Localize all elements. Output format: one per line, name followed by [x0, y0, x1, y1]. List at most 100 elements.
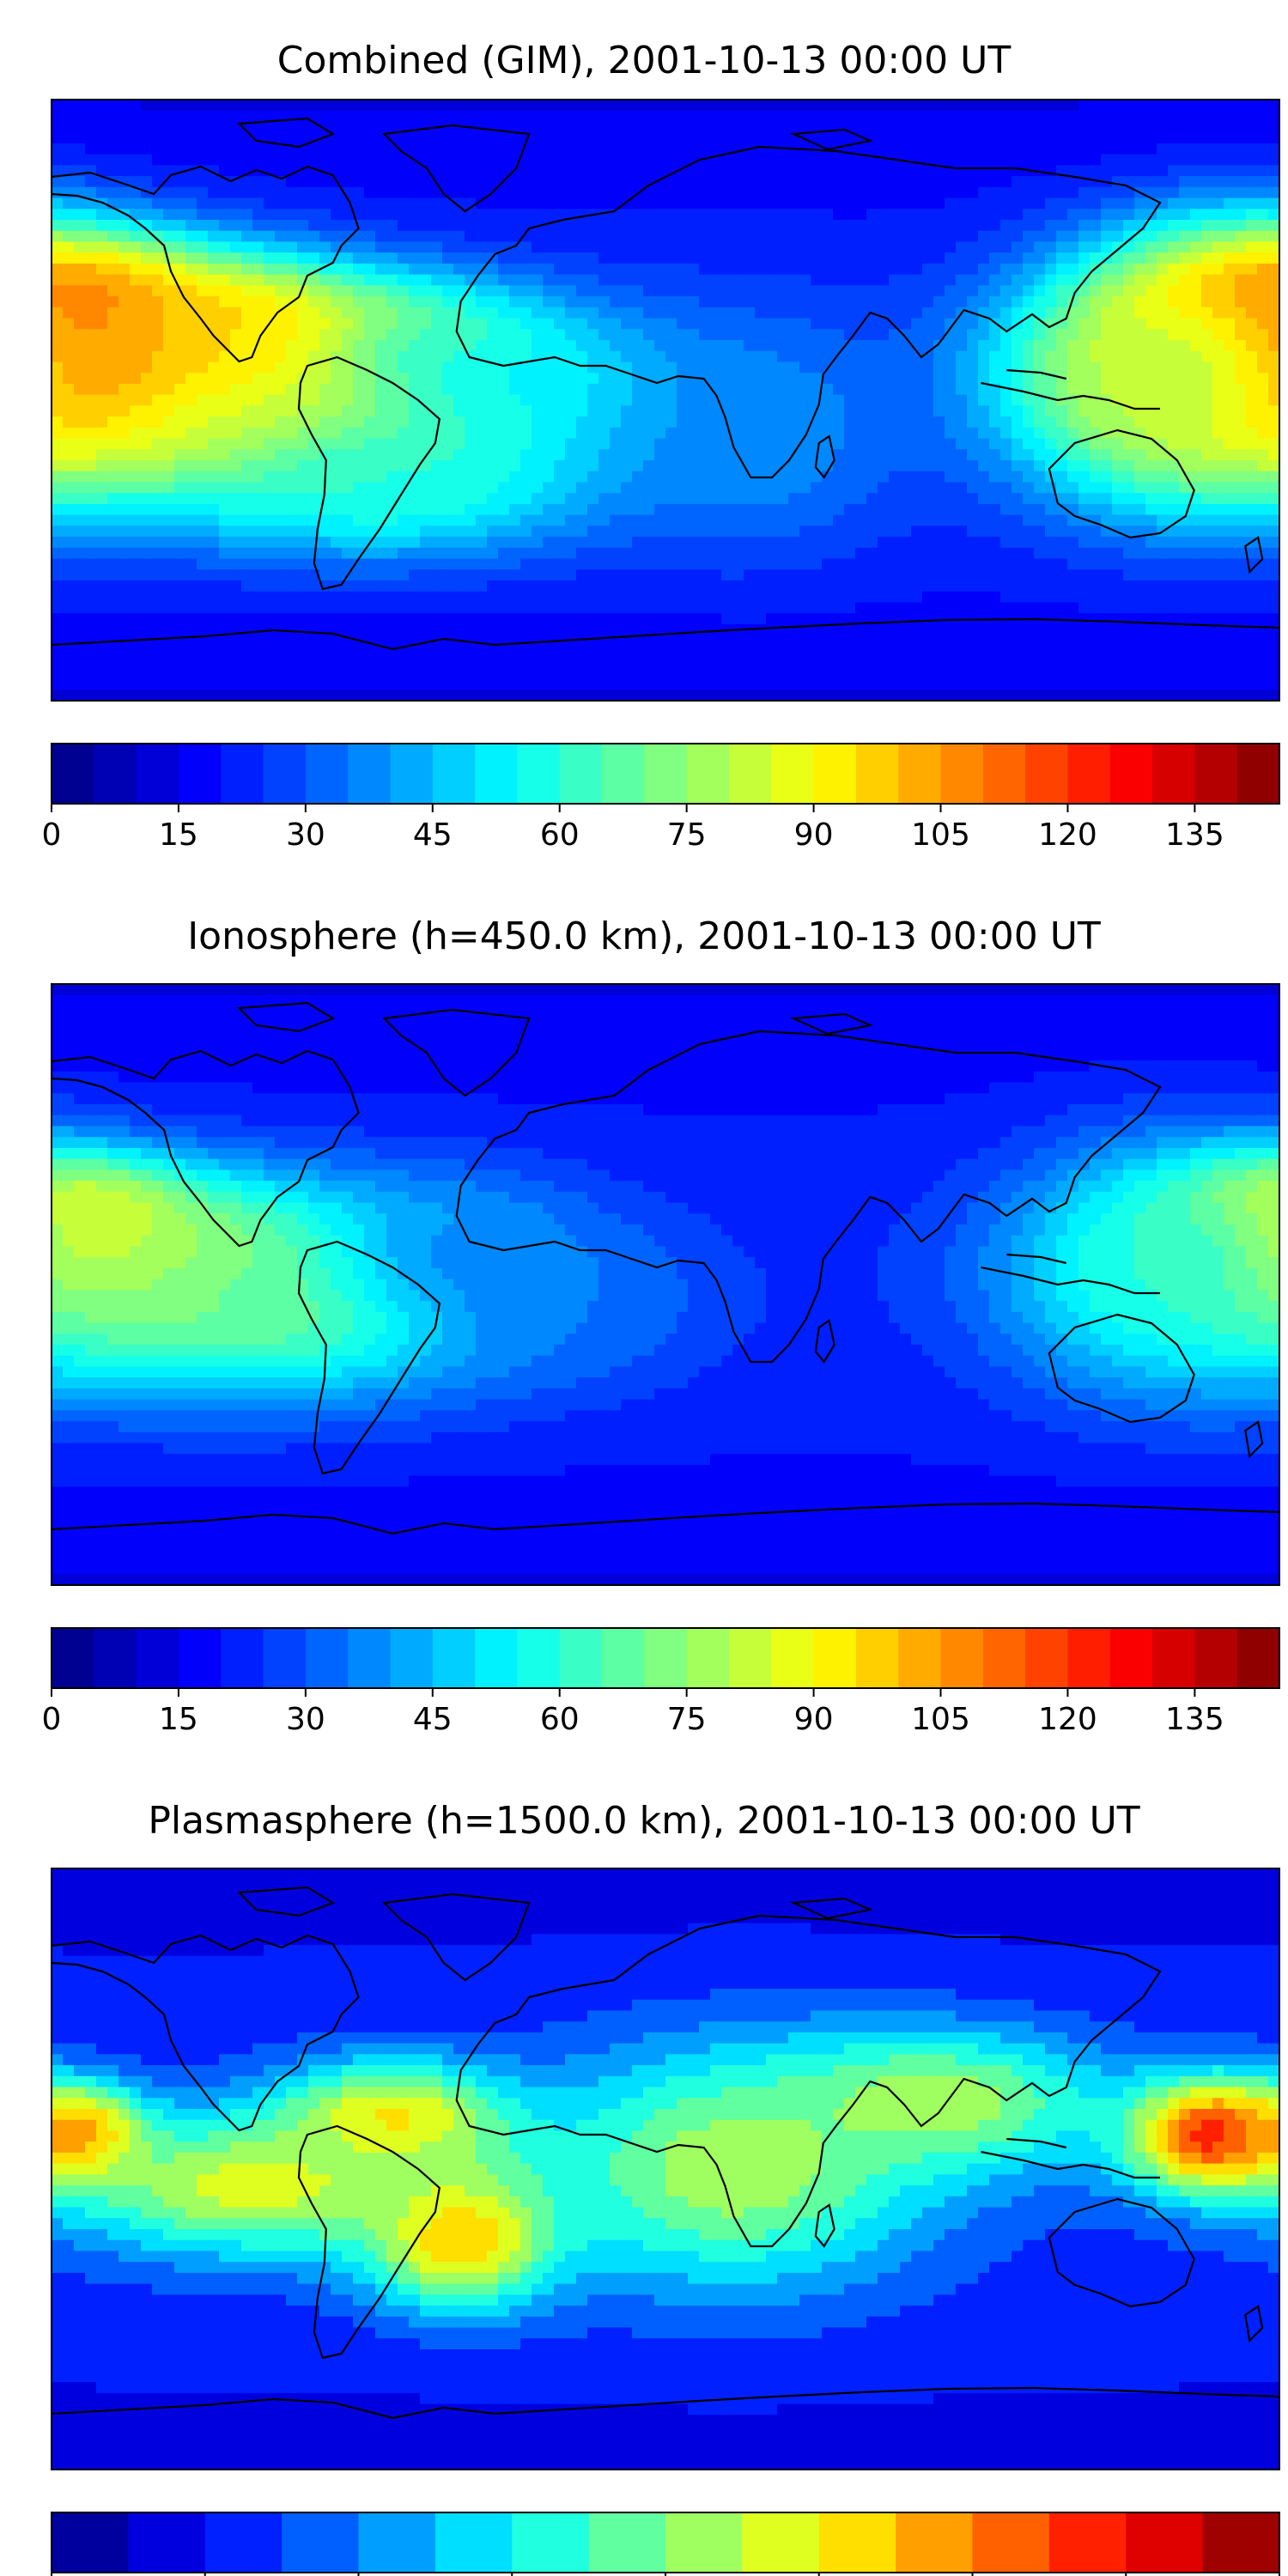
colorbar-tick-label: 15: [159, 1702, 198, 1737]
colorbar-segment: [221, 1628, 264, 1688]
colorbar-segment: [982, 744, 1026, 804]
colorbar-tick-label: 105: [911, 817, 970, 853]
colorbar-tick-label: 75: [667, 817, 707, 853]
colorbar-segment: [178, 744, 222, 804]
colorbar-segment: [742, 2512, 820, 2573]
colorbar-tick-label: 135: [1165, 817, 1224, 853]
map-frame: [51, 983, 1280, 1586]
map-field: [52, 984, 1279, 1585]
colorbar-segment: [665, 2512, 743, 2573]
colorbar-tick-label: 45: [413, 1702, 453, 1737]
colorbar-segment: [1067, 1628, 1111, 1688]
colorbar-segment: [390, 744, 434, 804]
colorbar-segment: [588, 2512, 666, 2573]
colorbar-tick-label: 120: [1038, 817, 1097, 853]
colorbar-segment: [136, 744, 179, 804]
colorbar-segment: [52, 1628, 94, 1688]
colorbar-segment: [559, 744, 603, 804]
colorbar-segment: [52, 2512, 129, 2573]
colorbar-segment: [1025, 1628, 1068, 1688]
colorbar-segment: [813, 744, 857, 804]
map-frame: [51, 99, 1280, 702]
colorbar-segment: [178, 1628, 222, 1688]
colorbar-tick-label: 135: [1165, 1702, 1224, 1737]
colorbar-segment: [204, 2512, 283, 2573]
panel-1: Combined (GIM), 2001-10-13 00:00 UT 0 15 30…: [42, 39, 1280, 853]
colorbar-tick-label: 30: [286, 817, 325, 853]
colorbar-segment: [128, 2512, 206, 2573]
colorbar-segment: [434, 2512, 513, 2573]
colorbar-segment: [813, 1628, 857, 1688]
colorbar-tick-label: 60: [540, 1702, 580, 1737]
colorbar-segment: [1194, 744, 1238, 804]
colorbar-segment: [940, 1628, 984, 1688]
colorbar-segment: [728, 744, 772, 804]
colorbar-segment: [855, 744, 899, 804]
colorbar: 0 15 30 45 60 75 90 105 120 135: [42, 743, 1280, 853]
colorbar-tick-label: 45: [413, 817, 453, 853]
colorbar-segment: [1109, 744, 1153, 804]
colorbar-segment: [282, 2512, 360, 2573]
colorbar-segment: [475, 744, 518, 804]
colorbar-segment: [1067, 744, 1111, 804]
colorbar-segment: [855, 1628, 899, 1688]
colorbar-segment: [1152, 1628, 1195, 1688]
colorbar-tick-label: 75: [667, 1702, 707, 1737]
colorbar-segment: [475, 1628, 518, 1688]
colorbar-segment: [898, 744, 942, 804]
colorbar-segment: [982, 1628, 1026, 1688]
colorbar-segment: [1236, 744, 1280, 804]
colorbar-tick-label: 15: [159, 817, 198, 853]
colorbar-tick-label: 90: [794, 817, 834, 853]
map-field: [52, 100, 1279, 701]
colorbar-segment: [263, 744, 307, 804]
colorbar-segment: [602, 744, 645, 804]
colorbar-segment: [432, 1628, 476, 1688]
colorbar-segment: [358, 2512, 436, 2573]
colorbar-segment: [348, 744, 391, 804]
colorbar-segment: [1236, 1628, 1280, 1688]
colorbar-segment: [686, 1628, 730, 1688]
colorbar-tick-label: 0: [42, 1702, 62, 1737]
colorbar-segment: [221, 744, 264, 804]
colorbar-segment: [136, 1628, 179, 1688]
colorbar-segment: [1194, 1628, 1238, 1688]
colorbar-segment: [52, 744, 94, 804]
colorbar-segment: [1126, 2512, 1204, 2573]
colorbar-segment: [728, 1628, 772, 1688]
colorbar-segment: [305, 1628, 349, 1688]
panel-title: Combined (GIM), 2001-10-13 00:00 UT: [277, 39, 1012, 82]
colorbar-segment: [644, 744, 688, 804]
colorbar-tick-label: 105: [911, 1702, 970, 1737]
colorbar-segment: [512, 2512, 590, 2573]
colorbar-segment: [94, 744, 137, 804]
panel-3: Plasmasphere (h=1500.0 km), 2001-10-13 0…: [51, 1799, 1280, 2576]
colorbar-segment: [1109, 1628, 1153, 1688]
colorbar-segment: [972, 2512, 1050, 2573]
colorbar-segment: [94, 1628, 137, 1688]
colorbar-segment: [940, 744, 984, 804]
colorbar-segment: [559, 1628, 603, 1688]
colorbar-segment: [686, 744, 730, 804]
colorbar-tick-label: 120: [1038, 1702, 1097, 1737]
panel-title: Plasmasphere (h=1500.0 km), 2001-10-13 0…: [148, 1799, 1139, 1843]
colorbar-tick-label: 60: [540, 817, 580, 853]
colorbar-segment: [771, 1628, 815, 1688]
map-field: [52, 1868, 1279, 2470]
colorbar-tick-label: 90: [794, 1702, 834, 1737]
colorbar-segment: [517, 744, 561, 804]
colorbar: 0510152025303540: [51, 2512, 1280, 2576]
colorbar-segment: [1202, 2512, 1280, 2573]
colorbar-segment: [818, 2512, 896, 2573]
colorbar-segment: [517, 1628, 561, 1688]
colorbar-segment: [771, 744, 815, 804]
map-frame: [51, 1868, 1280, 2470]
colorbar-segment: [348, 1628, 391, 1688]
colorbar-segment: [1152, 744, 1195, 804]
colorbar-tick-label: 30: [286, 1702, 325, 1737]
colorbar-segment: [644, 1628, 688, 1688]
colorbar-segment: [263, 1628, 307, 1688]
colorbar-segment: [602, 1628, 645, 1688]
colorbar-segment: [432, 744, 476, 804]
panel-2: Ionosphere (h=450.0 km), 2001-10-13 00:0…: [42, 914, 1280, 1737]
